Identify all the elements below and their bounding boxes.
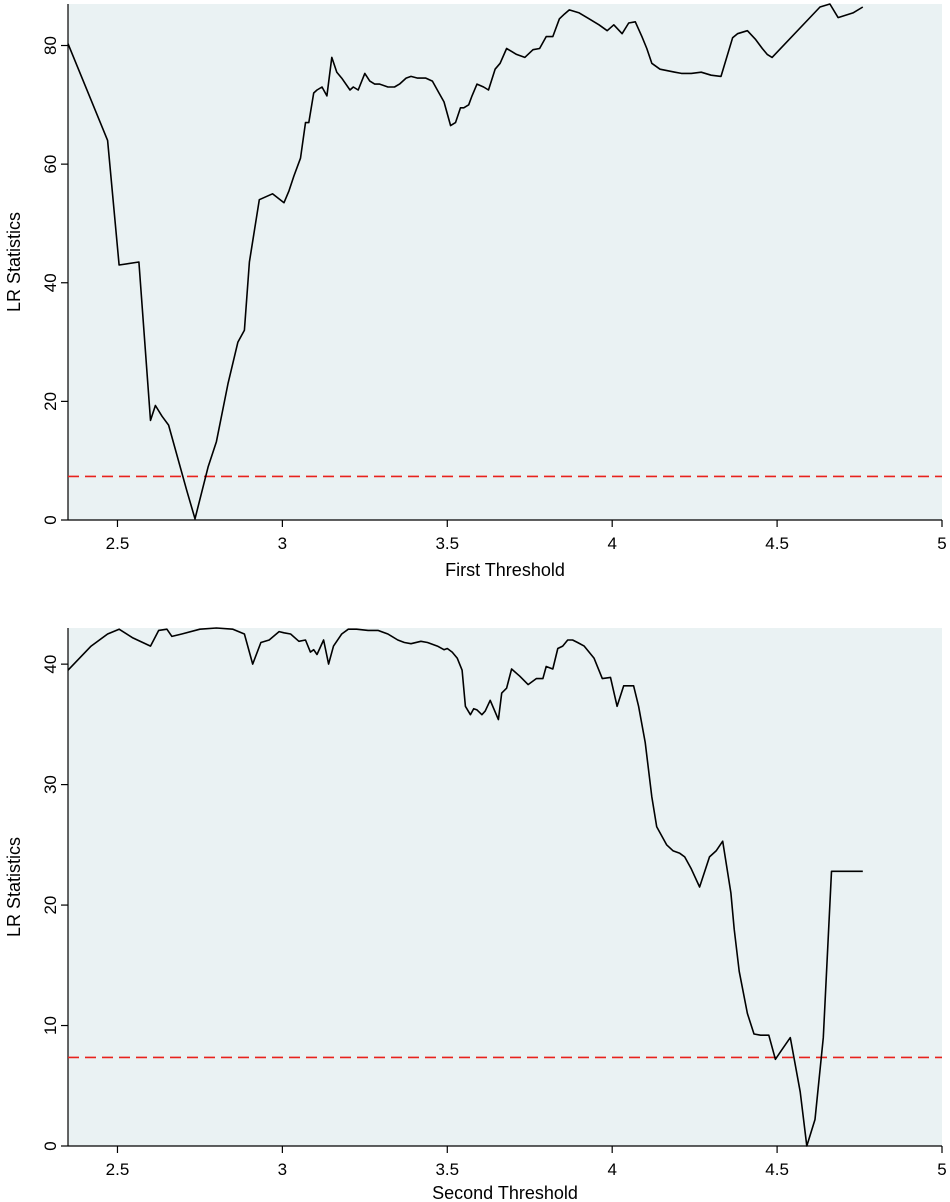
- y-tick-label: 20: [41, 392, 60, 411]
- y-tick-label: 0: [41, 1141, 60, 1150]
- plot-area: [68, 628, 942, 1146]
- lr-statistic-line: [67, 3, 864, 520]
- x-tick-label: 5: [937, 1160, 946, 1179]
- x-tick-label: 3.5: [435, 534, 459, 553]
- y-tick-label: 0: [41, 515, 60, 524]
- x-tick-label: 4: [607, 1160, 616, 1179]
- first-threshold-panel: 2.5 3 3.5 4 4.5 5 0 20 40 60 80 First Threshold LR S…: [4, 3, 947, 580]
- x-tick-label: 3.5: [435, 1160, 459, 1179]
- x-tick-label: 4: [607, 534, 616, 553]
- y-tick-label: 40: [41, 273, 60, 292]
- y-tick-label: 80: [41, 36, 60, 55]
- x-tick-label: 2.5: [106, 1160, 130, 1179]
- second-threshold-panel: 2.5 3 3.5 4 4.5 5 0 10 20 30 40 Second Threshold LR …: [4, 627, 947, 1202]
- y-tick-label: 20: [41, 896, 60, 915]
- y-axis-title: LR Statistics: [4, 212, 24, 312]
- y-axis-title: LR Statistics: [4, 837, 24, 937]
- y-tick-label: 40: [41, 655, 60, 674]
- x-tick-label: 3: [278, 1160, 287, 1179]
- x-tick-label: 3: [278, 534, 287, 553]
- y-tick-label: 30: [41, 775, 60, 794]
- y-tick-label: 60: [41, 155, 60, 174]
- y-tick-label: 10: [41, 1016, 60, 1035]
- x-axis-title: First Threshold: [445, 560, 565, 580]
- x-axis-title: Second Threshold: [432, 1183, 578, 1202]
- x-tick-label: 4.5: [765, 534, 789, 553]
- x-tick-label: 2.5: [106, 534, 130, 553]
- x-tick-label: 5: [937, 534, 946, 553]
- lr-statistic-line: [67, 627, 863, 1147]
- plot-area: [68, 4, 942, 520]
- x-tick-label: 4.5: [765, 1160, 789, 1179]
